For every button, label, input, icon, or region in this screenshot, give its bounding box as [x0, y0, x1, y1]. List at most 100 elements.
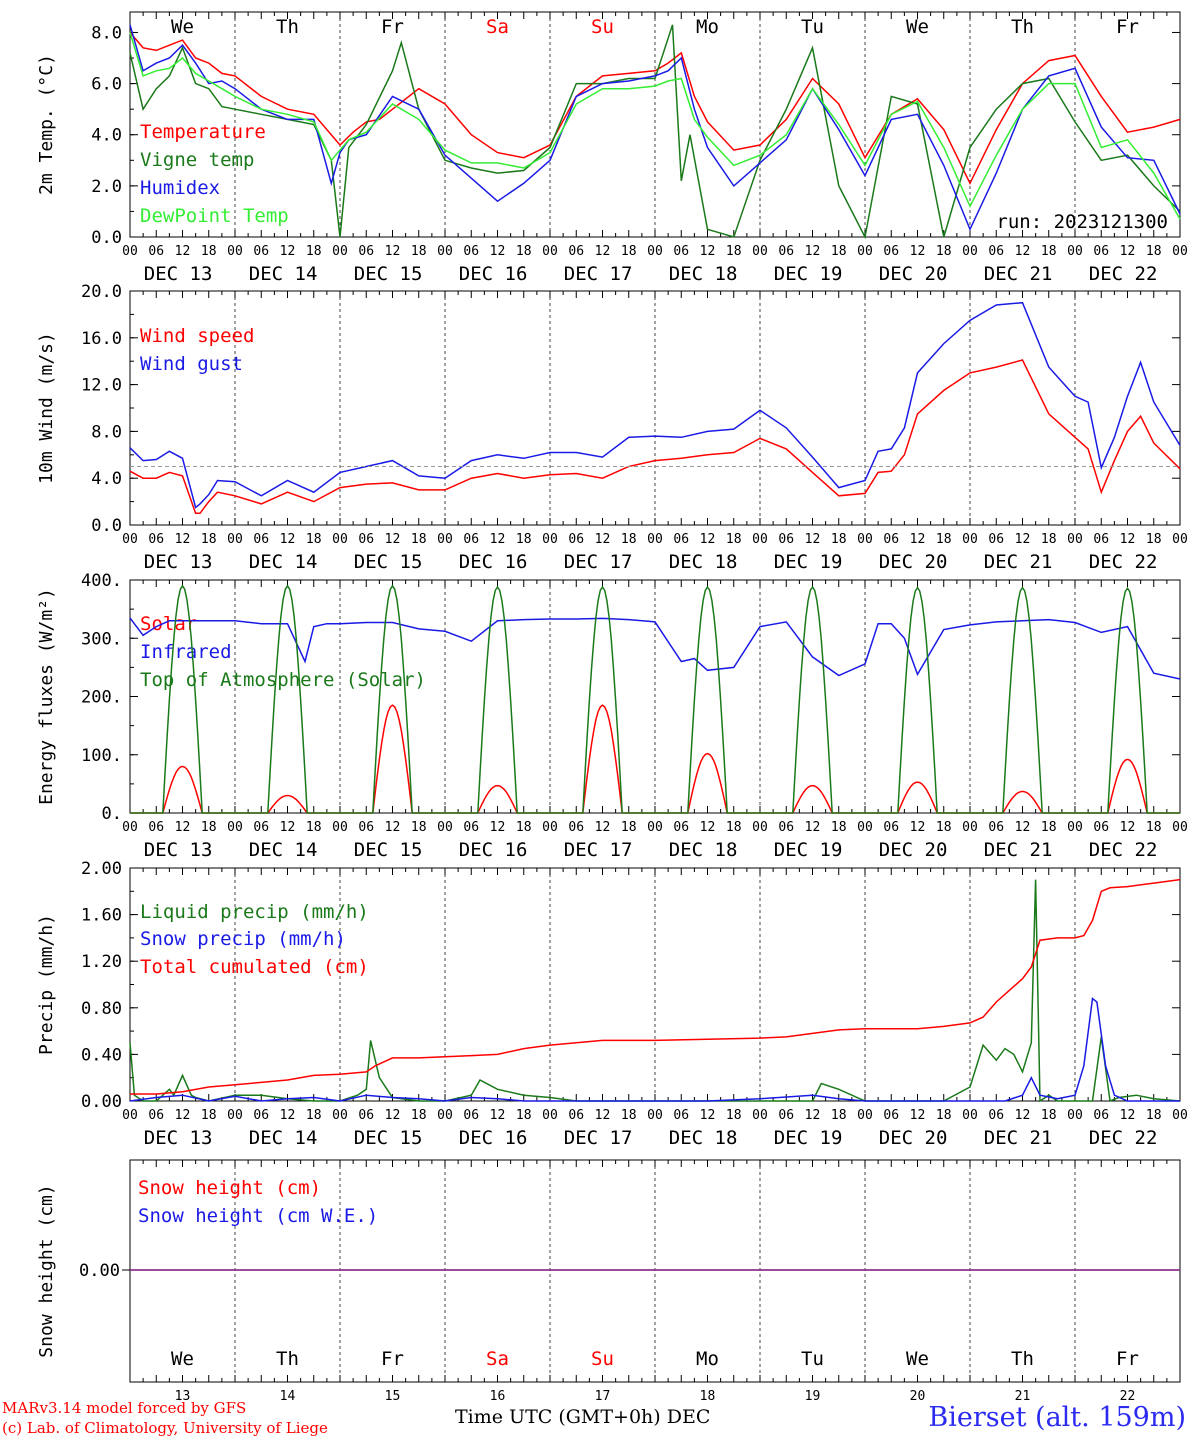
top-day-abbr: We [906, 16, 929, 38]
time-axis-label: Time UTC (GMT+0h) DEC [455, 1406, 711, 1428]
wind-hour-label: 18 [621, 532, 637, 547]
flux-hour-label: 12 [910, 820, 926, 835]
flux-hour-label: 06 [988, 820, 1004, 835]
precip-date-label: DEC 19 [774, 1127, 843, 1149]
wind-hour-label: 00 [752, 532, 768, 547]
temp-date-label: DEC 15 [354, 263, 423, 285]
precip-date-label: DEC 15 [354, 1127, 423, 1149]
precip-y-axis-label: Precip (mm/h) [36, 914, 57, 1055]
wind-date-label: DEC 18 [669, 551, 738, 573]
bottom-day-abbr: Su [591, 1348, 614, 1370]
flux-hour-label: 18 [831, 820, 847, 835]
temp-hour-label: 12 [280, 244, 296, 259]
temp-hour-label: 12 [490, 244, 506, 259]
wind-hour-label: 00 [227, 532, 243, 547]
wind-hour-label: 18 [201, 532, 217, 547]
temp-y-tick-label: 4.0 [91, 126, 122, 146]
precip-hour-label: 06 [883, 1108, 899, 1123]
wind-date-label: DEC 20 [879, 551, 948, 573]
temp-hour-label: 12 [910, 244, 926, 259]
precip-date-label: DEC 17 [564, 1127, 633, 1149]
wind-hour-label: 12 [700, 532, 716, 547]
flux-hour-label: 12 [175, 820, 191, 835]
precip-date-label: DEC 21 [984, 1127, 1053, 1149]
bottom-day-abbr: We [171, 1348, 194, 1370]
temp-hour-label: 18 [936, 244, 952, 259]
temp-y-axis-label: 2m Temp. (°C) [36, 54, 57, 195]
precip-hour-label: 12 [490, 1108, 506, 1123]
wind-hour-label: 18 [936, 532, 952, 547]
flux-hour-label: 06 [1093, 820, 1109, 835]
legend-snow-height-cm-w-e: Snow height (cm W.E.) [138, 1205, 378, 1227]
temp-hour-label: 00 [227, 244, 243, 259]
temp-hour-label: 00 [962, 244, 978, 259]
precip-hour-label: 00 [332, 1108, 348, 1123]
temp-hour-label: 00 [542, 244, 558, 259]
legend-dewpoint-temp: DewPoint Temp [140, 205, 289, 227]
precip-hour-label: 00 [437, 1108, 453, 1123]
precip-hour-label: 12 [280, 1108, 296, 1123]
temp-y-tick-label: 6.0 [91, 75, 122, 95]
wind-hour-label: 12 [595, 532, 611, 547]
precip-hour-label: 00 [1172, 1108, 1188, 1123]
wind-date-label: DEC 16 [459, 551, 528, 573]
total-cumulated-cm-line [130, 878, 1181, 1095]
infrared-line [129, 617, 1181, 680]
station-label: Bierset (alt. 159m) [928, 1402, 1186, 1433]
legend-solar: Solar [140, 613, 197, 635]
wind-y-tick-label: 20.0 [81, 282, 122, 302]
wind-hour-label: 12 [385, 532, 401, 547]
temp-hour-label: 12 [385, 244, 401, 259]
temp-hour-label: 12 [805, 244, 821, 259]
top-day-abbr: Fr [381, 16, 404, 38]
wind-hour-label: 06 [1093, 532, 1109, 547]
wind-hour-label: 00 [332, 532, 348, 547]
precip-hour-label: 12 [595, 1108, 611, 1123]
humidex-line [129, 24, 1181, 232]
temp-hour-label: 12 [595, 244, 611, 259]
wind-hour-label: 06 [148, 532, 164, 547]
precip-date-label: DEC 20 [879, 1127, 948, 1149]
flux-y-tick-label: 0. [102, 804, 122, 824]
precip-hour-label: 12 [385, 1108, 401, 1123]
temp-date-label: DEC 20 [879, 263, 948, 285]
temp-hour-label: 12 [700, 244, 716, 259]
wind-hour-label: 18 [516, 532, 532, 547]
wind-date-label: DEC 15 [354, 551, 423, 573]
bottom-day-number: 17 [595, 1389, 611, 1404]
temp-hour-label: 06 [778, 244, 794, 259]
precip-hour-label: 06 [358, 1108, 374, 1123]
wind-hour-label: 12 [1015, 532, 1031, 547]
temp-date-label: DEC 17 [564, 263, 633, 285]
precip-hour-label: 18 [1146, 1108, 1162, 1123]
bottom-day-number: 22 [1120, 1389, 1136, 1404]
bottom-day-abbr: Mo [696, 1348, 719, 1370]
wind-date-label: DEC 17 [564, 551, 633, 573]
temp-hour-label: 06 [253, 244, 269, 259]
temp-hour-label: 00 [437, 244, 453, 259]
flux-hour-label: 00 [437, 820, 453, 835]
precip-hour-label: 18 [1041, 1108, 1057, 1123]
legend-total-cumulated-cm: Total cumulated (cm) [140, 956, 369, 978]
wind-hour-label: 12 [910, 532, 926, 547]
top-day-abbr: Fr [1116, 16, 1139, 38]
wind-y-tick-label: 0.0 [91, 516, 122, 536]
precip-hour-label: 00 [857, 1108, 873, 1123]
snow-y-tick-label: 0.00 [79, 1261, 120, 1281]
flux-date-label: DEC 19 [774, 839, 843, 861]
temp-panel-frame [129, 11, 1181, 238]
precip-date-label: DEC 14 [249, 1127, 318, 1149]
temp-hour-label: 06 [988, 244, 1004, 259]
flux-hour-label: 06 [778, 820, 794, 835]
precip-hour-label: 18 [936, 1108, 952, 1123]
snow-precip-mm-h-line [129, 997, 1180, 1102]
legend-snow-precip-mm-h: Snow precip (mm/h) [140, 928, 346, 950]
dewpoint-temp-line [129, 32, 1181, 220]
bottom-day-number: 21 [1015, 1389, 1031, 1404]
precip-date-label: DEC 18 [669, 1127, 738, 1149]
bottom-day-number: 13 [175, 1389, 191, 1404]
legend-infrared: Infrared [140, 641, 232, 663]
precip-date-label: DEC 13 [144, 1127, 213, 1149]
precip-hour-label: 06 [988, 1108, 1004, 1123]
top-day-abbr: Sa [486, 16, 509, 38]
